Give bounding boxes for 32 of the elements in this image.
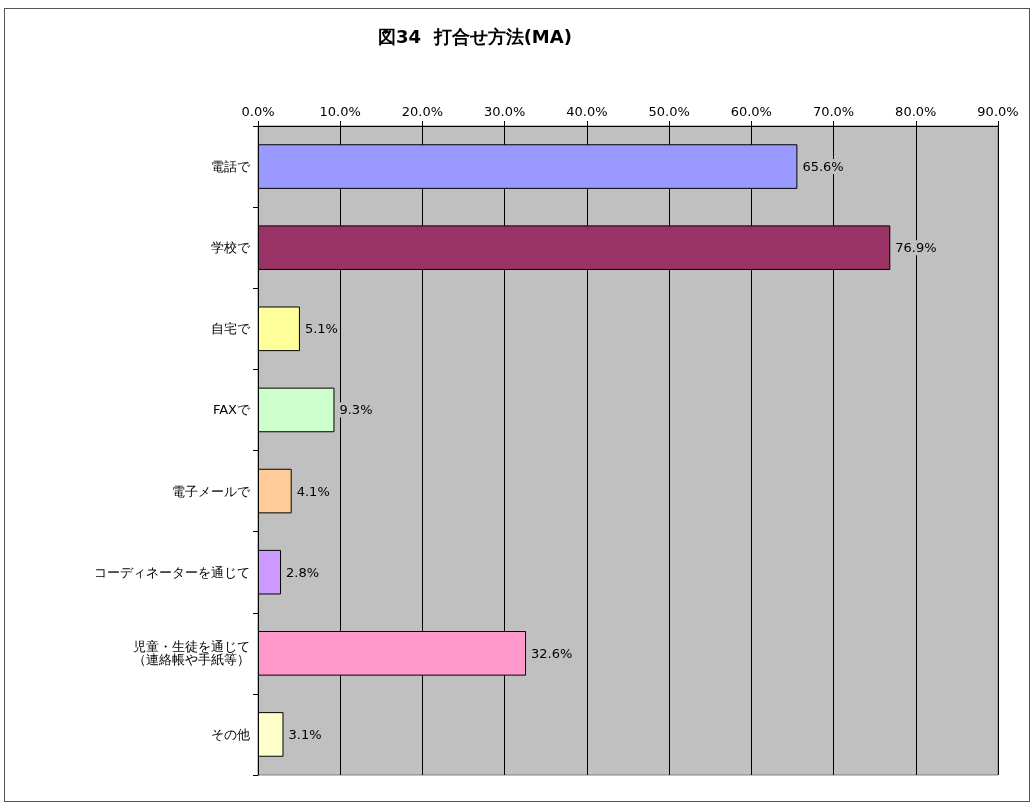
data-label: 4.1%: [296, 483, 330, 499]
x-tick-label: 0.0%: [241, 104, 275, 119]
data-label: 3.1%: [288, 726, 322, 742]
bar: [258, 468, 292, 514]
x-tick-label: 80.0%: [895, 104, 937, 119]
data-label: 32.6%: [531, 645, 573, 661]
data-label: 2.8%: [286, 564, 320, 580]
x-tick-label: 10.0%: [319, 104, 361, 119]
x-tick-label: 30.0%: [484, 104, 526, 119]
y-tick-label: その他: [211, 726, 250, 742]
bar: [258, 306, 300, 352]
x-tick-label: 40.0%: [566, 104, 608, 119]
y-tick-label: 電話で: [211, 159, 251, 175]
x-tick-label: 70.0%: [812, 104, 855, 119]
bar: [258, 712, 284, 757]
data-label: 76.9%: [895, 240, 937, 256]
y-tick-label: 電子メールで: [172, 483, 251, 499]
y-tick-label: コーディネーターを通じて: [94, 564, 250, 580]
x-tick-label: 20.0%: [401, 104, 444, 119]
x-tick-label: 50.0%: [648, 104, 690, 119]
x-tick-label: 90.0%: [977, 104, 1019, 119]
chart-title: 図34 打合せ方法(MA): [378, 25, 572, 47]
x-tick-label: 60.0%: [730, 104, 772, 119]
bar: [258, 387, 335, 433]
y-tick-label: 児童・生徒を通じて（連絡帳や手紙等）: [133, 639, 250, 668]
data-label: 9.3%: [339, 402, 373, 418]
data-label: 5.1%: [304, 321, 338, 337]
y-tick-label: 自宅で: [211, 321, 251, 337]
bar: [258, 549, 282, 595]
data-label: 65.6%: [802, 159, 844, 175]
y-tick-label: 学校で: [211, 240, 251, 256]
y-tick-label: FAXで: [212, 402, 251, 418]
